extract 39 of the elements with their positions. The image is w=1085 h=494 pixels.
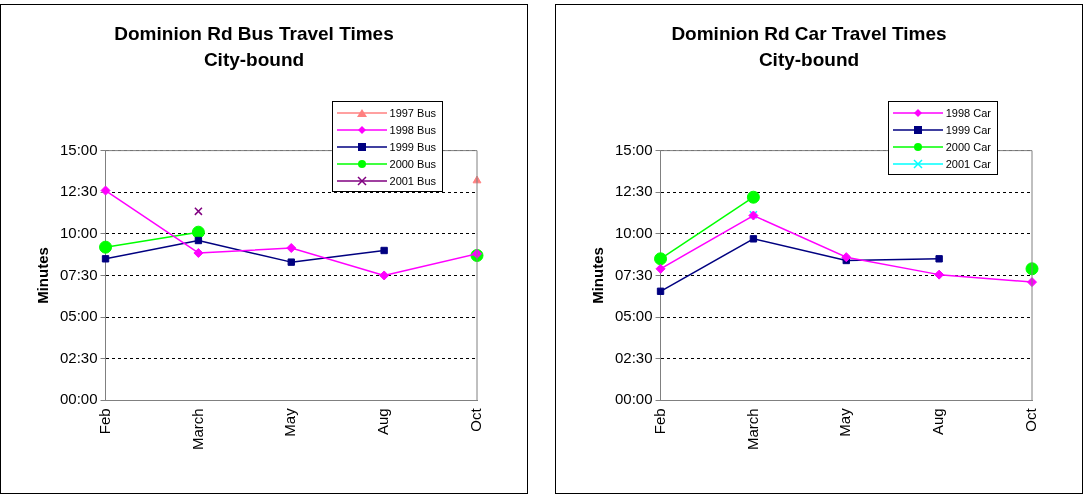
y-tick-label: 00:00 bbox=[59, 390, 98, 408]
y-tick-label: 10:00 bbox=[59, 223, 98, 241]
x-tick-label: Oct bbox=[1022, 407, 1040, 432]
y-axis-title: Minutes bbox=[34, 247, 52, 304]
y-tick-label: 05:00 bbox=[614, 307, 653, 325]
x-tick-label: March bbox=[188, 408, 206, 451]
chart-title: Dominion Rd Bus Travel Times bbox=[114, 22, 394, 44]
x-tick-label: March bbox=[743, 408, 761, 451]
legend-label: 1998 Bus bbox=[389, 123, 436, 136]
legend-label: 2001 Bus bbox=[389, 174, 436, 187]
x-tick-label: Oct bbox=[467, 407, 485, 432]
y-tick-label: 02:30 bbox=[614, 348, 653, 366]
x-tick-label: May bbox=[836, 407, 854, 437]
legend-label: 1999 Bus bbox=[389, 140, 436, 153]
chart-subtitle: City-bound bbox=[203, 49, 305, 71]
y-tick-label: 07:30 bbox=[59, 265, 98, 283]
y-axis-title: Minutes bbox=[589, 247, 607, 304]
legend-label: 1998 Car bbox=[945, 106, 991, 119]
chart-subtitle: City-bound bbox=[758, 49, 860, 71]
x-tick-label: Aug bbox=[929, 408, 947, 436]
y-tick-label: 02:30 bbox=[59, 348, 98, 366]
y-tick-label: 00:00 bbox=[614, 390, 653, 408]
legend-label: 2001 Car bbox=[945, 157, 991, 170]
x-tick-label: Aug bbox=[374, 408, 392, 436]
legend-label: 1999 Car bbox=[945, 123, 991, 136]
x-tick-label: Feb bbox=[95, 408, 113, 435]
y-tick-label: 10:00 bbox=[614, 223, 653, 241]
chart-title: Dominion Rd Car Travel Times bbox=[671, 22, 947, 44]
legend-label: 2000 Bus bbox=[389, 157, 436, 170]
y-tick-label: 05:00 bbox=[59, 307, 98, 325]
y-tick-label: 12:30 bbox=[614, 182, 653, 200]
legend-label: 1997 Bus bbox=[389, 106, 436, 119]
y-tick-label: 15:00 bbox=[59, 140, 98, 158]
y-tick-label: 07:30 bbox=[614, 265, 653, 283]
legend-label: 2000 Car bbox=[945, 140, 991, 153]
x-tick-label: Feb bbox=[650, 408, 668, 435]
y-tick-label: 15:00 bbox=[614, 140, 653, 158]
x-tick-label: May bbox=[281, 407, 299, 437]
y-tick-label: 12:30 bbox=[59, 182, 98, 200]
